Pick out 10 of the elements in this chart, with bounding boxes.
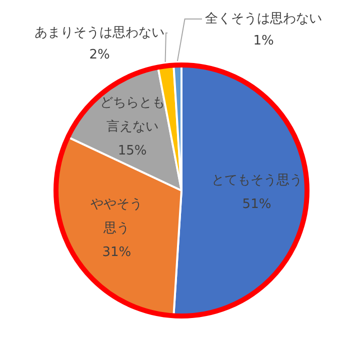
data-label: 15% bbox=[118, 143, 147, 158]
slice-label: どちらとも言えない bbox=[100, 95, 165, 134]
data-label: 2% bbox=[89, 47, 110, 62]
slice-label: あまりそうは思わない bbox=[34, 25, 164, 40]
data-label: 51% bbox=[242, 197, 272, 212]
data-label: 1% bbox=[253, 33, 274, 48]
data-label: 31% bbox=[102, 245, 132, 260]
slice-label: 全くそうは思わない bbox=[205, 11, 322, 26]
slice-label: ややそう思う bbox=[90, 197, 143, 236]
slice-label: とてもそう思う bbox=[211, 173, 302, 188]
